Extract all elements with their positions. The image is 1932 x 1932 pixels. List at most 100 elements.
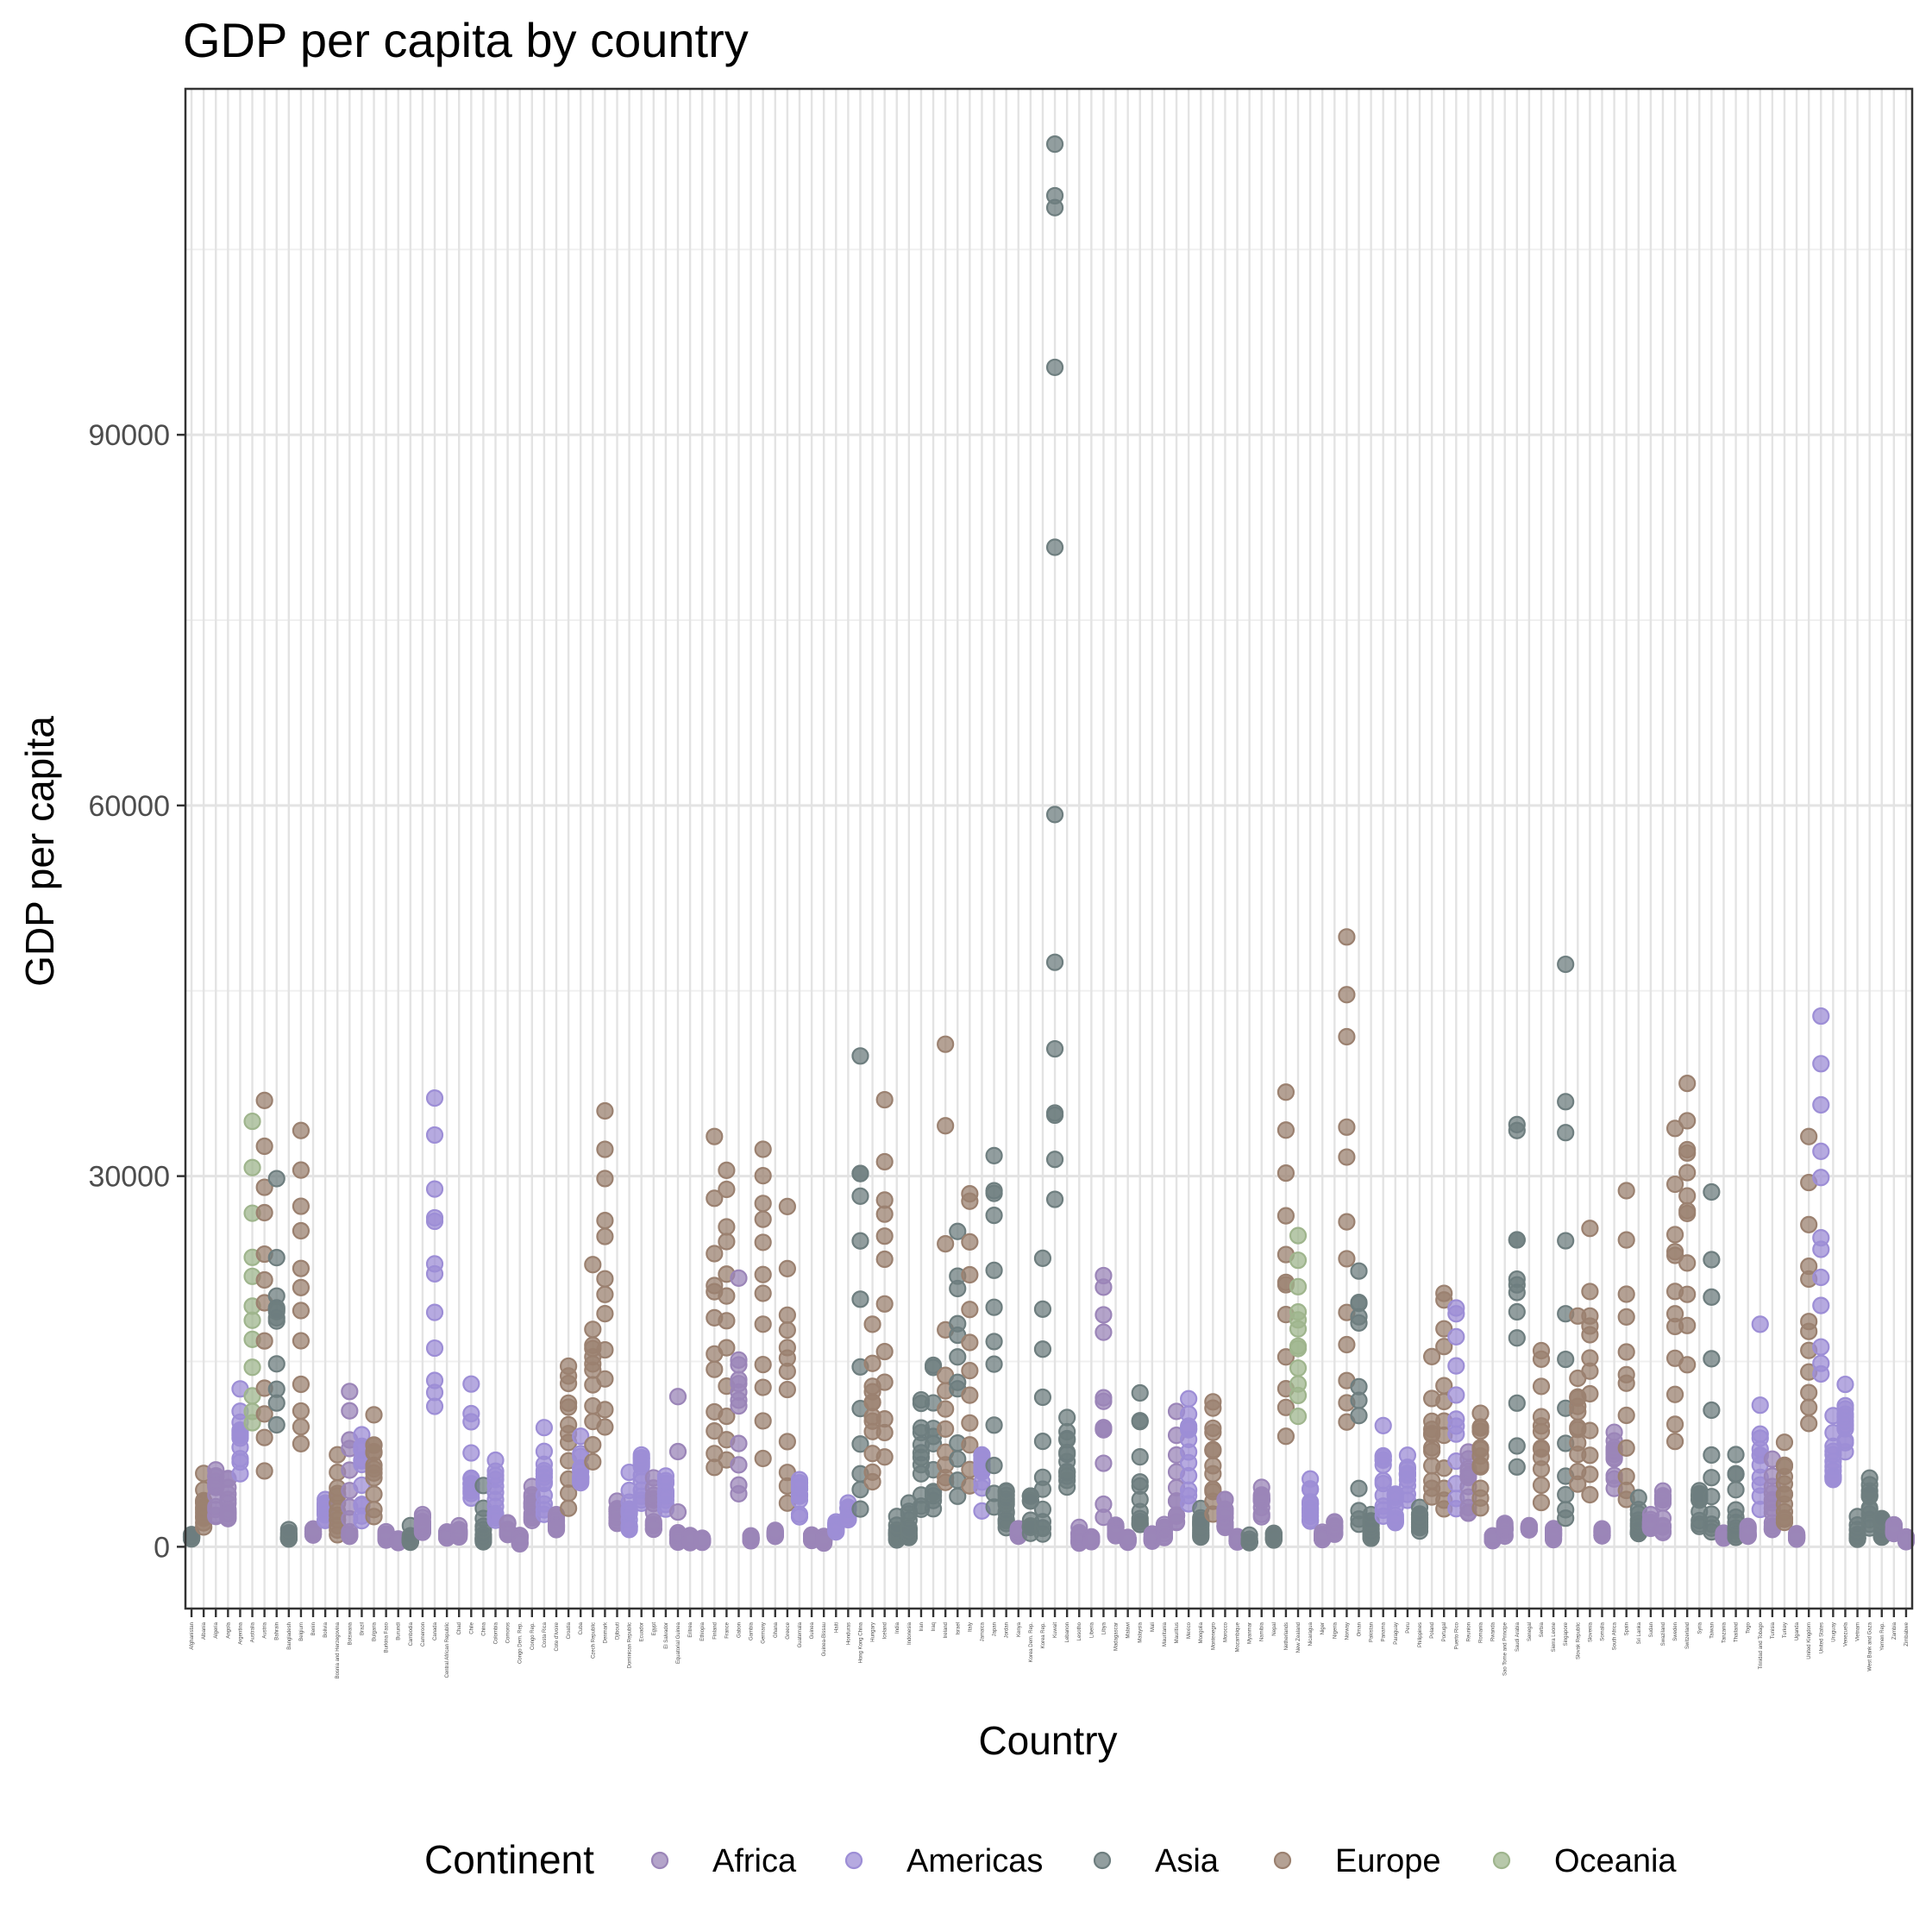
data-point xyxy=(730,1269,748,1287)
data-point xyxy=(875,1250,894,1269)
data-point xyxy=(754,1412,772,1430)
data-point xyxy=(1665,1385,1684,1403)
data-point xyxy=(292,1434,310,1452)
data-point xyxy=(1617,1406,1635,1425)
data-point xyxy=(292,1278,310,1296)
data-point xyxy=(1276,1398,1295,1416)
data-point xyxy=(1812,1229,1830,1247)
data-point xyxy=(292,1375,310,1394)
x-tick-label: Swaziland xyxy=(1661,1622,1666,1646)
x-tick-label: Singapore xyxy=(1564,1622,1569,1646)
data-point xyxy=(1703,1469,1721,1487)
data-point xyxy=(937,1117,955,1135)
x-tick-label: Malawi xyxy=(1126,1622,1132,1639)
data-point xyxy=(1204,1393,1222,1411)
x-tick-label: Haiti xyxy=(834,1622,839,1633)
x-tick-label: Thailand xyxy=(1734,1622,1740,1642)
data-point xyxy=(365,1406,383,1424)
x-tick-label: Egypt xyxy=(652,1622,657,1636)
x-tick-label: Dominican Republic xyxy=(628,1622,633,1668)
data-point xyxy=(1703,1488,1721,1506)
data-point xyxy=(754,1195,772,1213)
x-tick-label: Nepal xyxy=(1272,1622,1277,1636)
data-point xyxy=(1095,1389,1113,1407)
data-point xyxy=(1703,1288,1721,1307)
data-point xyxy=(255,1462,273,1480)
legend-label: Americas xyxy=(906,1843,1043,1879)
data-point xyxy=(1532,1448,1551,1466)
data-point xyxy=(1045,1151,1064,1169)
x-tick-label: Norway xyxy=(1345,1622,1350,1640)
x-tick-label: Peru xyxy=(1406,1622,1411,1634)
data-point xyxy=(1665,1226,1684,1244)
data-point xyxy=(985,1298,1003,1316)
x-tick-label: Guatemala xyxy=(798,1622,803,1647)
data-point xyxy=(1812,1055,1830,1073)
data-point xyxy=(486,1466,505,1485)
x-tick-label: Myanmar xyxy=(1248,1622,1253,1644)
data-point xyxy=(1021,1491,1039,1510)
data-point xyxy=(875,1295,894,1313)
data-point xyxy=(1508,1329,1526,1347)
data-point xyxy=(1045,1190,1064,1208)
data-point xyxy=(1350,1262,1368,1280)
data-point xyxy=(1338,1335,1356,1354)
x-tick-label: Iraq xyxy=(932,1622,937,1631)
data-point xyxy=(1276,1164,1295,1182)
data-point xyxy=(243,1358,261,1377)
data-point xyxy=(1180,1481,1198,1499)
data-point xyxy=(863,1315,881,1333)
x-tick-label: Afghanistan xyxy=(190,1622,195,1650)
x-tick-label: Burundi xyxy=(397,1622,402,1640)
data-point xyxy=(730,1356,748,1374)
data-point xyxy=(292,1161,310,1179)
data-point xyxy=(1800,1414,1818,1433)
x-tick-label: Algeria xyxy=(214,1622,219,1638)
data-point xyxy=(827,1523,845,1541)
x-tick-label: Morocco xyxy=(1223,1622,1228,1642)
data-point xyxy=(1338,1148,1356,1166)
legend-label: Asia xyxy=(1155,1843,1220,1879)
data-point xyxy=(1045,538,1064,556)
data-point xyxy=(706,1360,724,1378)
data-point xyxy=(1581,1307,1599,1325)
data-point xyxy=(1653,1482,1672,1500)
data-point xyxy=(1703,1350,1721,1368)
data-point xyxy=(267,1355,285,1373)
data-point xyxy=(875,1410,894,1428)
x-tick-label: Zambia xyxy=(1892,1622,1898,1640)
x-tick-label: Djibouti xyxy=(616,1622,621,1640)
data-point xyxy=(1508,1437,1526,1455)
data-point xyxy=(742,1528,760,1546)
data-point xyxy=(1629,1489,1647,1507)
x-tick-label: Canada xyxy=(433,1622,438,1640)
x-tick-label: Cameroon xyxy=(421,1622,426,1647)
x-tick-label: Bulgaria xyxy=(373,1622,378,1641)
x-tick-label: Serbia xyxy=(1540,1622,1545,1637)
data-point xyxy=(1812,1338,1830,1356)
data-point xyxy=(1665,1175,1684,1194)
x-tick-label: Netherlands xyxy=(1284,1622,1289,1650)
data-point xyxy=(1787,1525,1806,1543)
data-point xyxy=(754,1449,772,1468)
data-point xyxy=(1678,1285,1697,1303)
data-point xyxy=(1812,1095,1830,1114)
data-point xyxy=(1800,1383,1818,1402)
data-point xyxy=(1581,1465,1599,1484)
x-tick-label: Albania xyxy=(202,1622,207,1640)
data-point xyxy=(243,1387,261,1405)
data-point xyxy=(425,1212,444,1231)
data-point xyxy=(937,1035,955,1053)
data-point xyxy=(267,1170,285,1188)
data-point xyxy=(1617,1343,1635,1361)
data-point xyxy=(1471,1440,1490,1458)
data-point xyxy=(341,1402,359,1420)
data-point xyxy=(1496,1518,1514,1536)
data-point xyxy=(1131,1383,1149,1402)
data-point xyxy=(730,1456,748,1474)
data-point xyxy=(1812,1007,1830,1026)
x-tick-label: Japan xyxy=(993,1622,998,1636)
x-axis: Afghanistan Albania Algeria Angola Argentina… xyxy=(190,1609,1910,1678)
data-point xyxy=(267,1302,285,1320)
x-tick-label: Switzerland xyxy=(1685,1622,1690,1649)
